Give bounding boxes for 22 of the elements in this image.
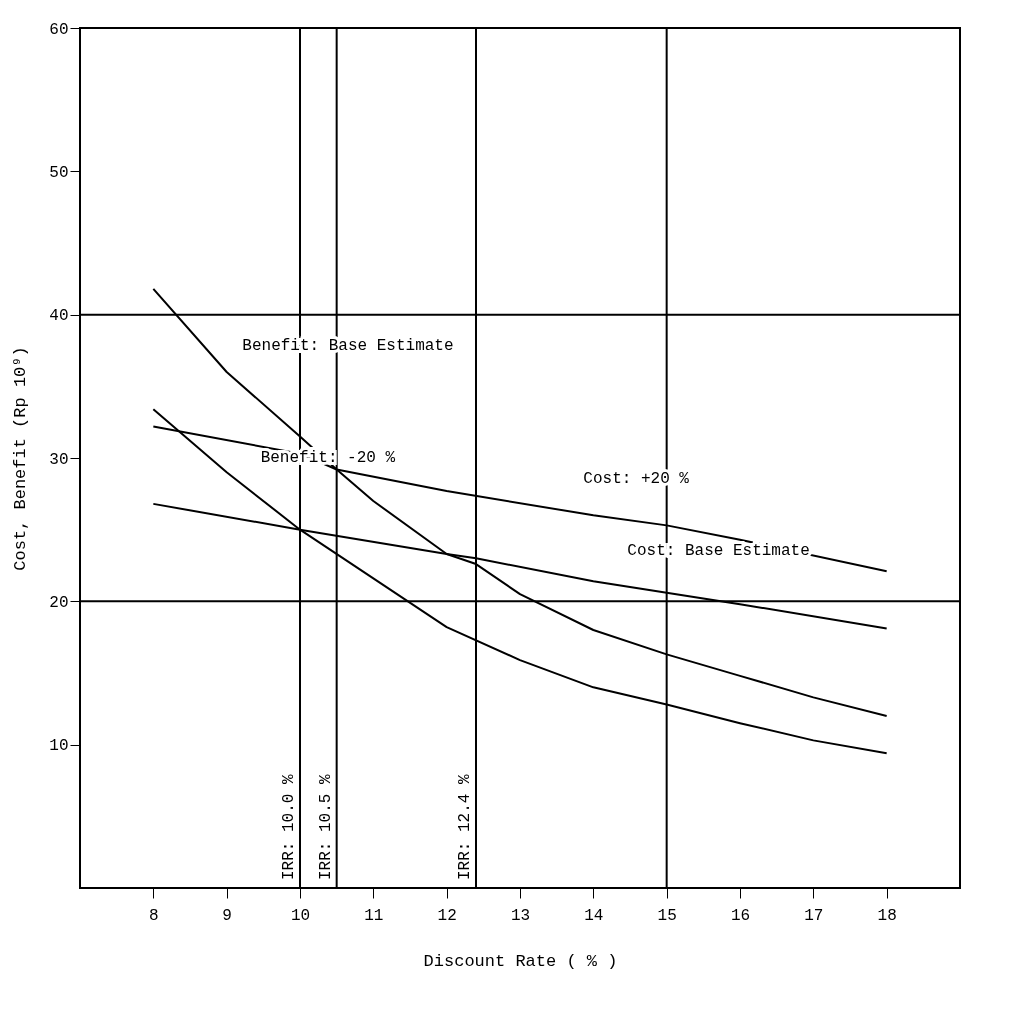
y-tick-label: 30 bbox=[49, 450, 69, 469]
y-tick-label: 50 bbox=[49, 163, 69, 182]
y-axis-title: Cost, Benefit (Rp 10⁹) bbox=[11, 346, 31, 571]
x-tick-label: 8 bbox=[149, 906, 159, 925]
ref-line-label: IRR: 12.4 % bbox=[456, 773, 474, 880]
x-tick-label: 14 bbox=[584, 906, 604, 925]
x-tick-label: 13 bbox=[510, 906, 531, 925]
y-tick-label: 40 bbox=[49, 307, 69, 326]
x-tick-label: 10 bbox=[290, 906, 311, 925]
x-tick-label: 11 bbox=[364, 906, 384, 925]
x-tick-label: 16 bbox=[730, 906, 751, 925]
y-tick-label: 60 bbox=[49, 20, 69, 39]
ref-line-label: IRR: 10.0 % bbox=[280, 773, 298, 880]
x-tick-label: 12 bbox=[437, 906, 457, 925]
y-tick-label: 10 bbox=[49, 737, 69, 756]
x-tick-label: 17 bbox=[804, 906, 824, 925]
y-tick-label: 20 bbox=[49, 593, 69, 612]
ref-line-label: IRR: 10.5 % bbox=[316, 773, 335, 880]
x-tick-label: 15 bbox=[657, 906, 677, 925]
x-tick-label: 9 bbox=[222, 906, 232, 925]
x-axis-title: Discount Rate ( % ) bbox=[423, 951, 618, 971]
x-tick-label: 18 bbox=[877, 906, 897, 925]
